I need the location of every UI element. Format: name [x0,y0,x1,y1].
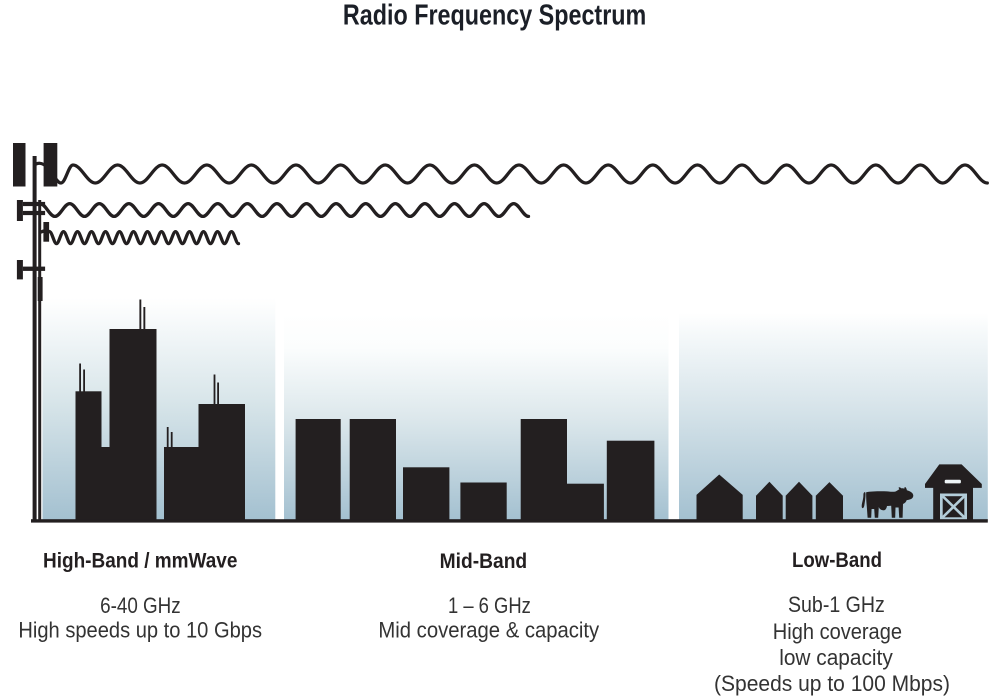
svg-text:low capacity: low capacity [779,645,893,670]
svg-text:High coverage: High coverage [773,619,902,644]
svg-text:6-40 GHz: 6-40 GHz [100,593,181,618]
svg-text:1 – 6 GHz: 1 – 6 GHz [448,593,531,618]
svg-text:Radio Frequency Spectrum: Radio Frequency Spectrum [343,0,646,32]
svg-text:Sub-1 GHz: Sub-1 GHz [788,592,885,617]
svg-text:High-Band / mmWave: High-Band / mmWave [43,549,237,573]
svg-text:(Speeds up to 100 Mbps): (Speeds up to 100 Mbps) [714,671,950,696]
svg-text:Low-Band: Low-Band [792,548,882,572]
svg-text:Mid coverage & capacity: Mid coverage & capacity [378,617,599,642]
svg-text:Mid-Band: Mid-Band [440,549,528,573]
svg-text:High speeds up to 10 Gbps: High speeds up to 10 Gbps [18,618,262,643]
